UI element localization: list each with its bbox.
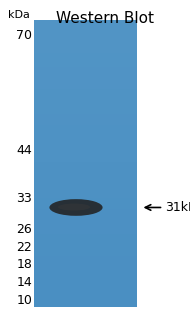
Bar — [34, 20, 137, 23]
Bar — [34, 274, 137, 278]
Bar — [34, 81, 137, 85]
Bar — [34, 227, 137, 231]
Bar — [34, 23, 137, 27]
Bar — [34, 248, 137, 252]
Bar — [34, 49, 137, 53]
Bar — [34, 168, 137, 172]
Bar — [34, 245, 137, 249]
Bar — [34, 219, 137, 223]
Bar — [34, 89, 137, 92]
Bar — [34, 31, 137, 34]
Bar — [34, 78, 137, 82]
Bar — [34, 230, 137, 234]
Text: Western Blot: Western Blot — [55, 11, 154, 26]
Bar — [34, 270, 137, 274]
Bar — [34, 256, 137, 260]
Text: 44: 44 — [17, 144, 32, 157]
Bar — [34, 121, 137, 125]
Bar — [34, 187, 137, 191]
Text: 22: 22 — [17, 241, 32, 254]
Bar — [34, 205, 137, 209]
Text: kDa: kDa — [8, 11, 29, 20]
Bar — [34, 132, 137, 136]
Bar — [34, 161, 137, 165]
Bar — [34, 190, 137, 194]
Bar — [34, 41, 137, 45]
Bar — [34, 147, 137, 150]
Bar — [34, 52, 137, 56]
Bar — [34, 99, 137, 104]
Bar — [34, 114, 137, 118]
Bar — [34, 96, 137, 100]
Bar — [34, 263, 137, 267]
Bar — [34, 285, 137, 289]
Bar — [34, 27, 137, 31]
Text: 70: 70 — [16, 29, 32, 42]
Bar — [34, 176, 137, 180]
Bar — [34, 216, 137, 220]
Bar — [34, 201, 137, 205]
Bar — [34, 223, 137, 227]
Bar — [34, 63, 137, 67]
Ellipse shape — [49, 199, 103, 216]
Bar — [34, 259, 137, 263]
Bar — [34, 183, 137, 187]
Bar — [34, 212, 137, 216]
Bar — [34, 45, 137, 49]
Bar — [34, 20, 137, 307]
Bar — [34, 277, 137, 281]
Bar — [34, 180, 137, 183]
Bar — [34, 172, 137, 176]
Bar — [34, 139, 137, 143]
Bar — [34, 74, 137, 78]
Text: 33: 33 — [17, 192, 32, 205]
Bar — [34, 292, 137, 296]
Bar — [34, 125, 137, 129]
Bar — [34, 143, 137, 147]
Bar — [34, 234, 137, 238]
Bar — [34, 154, 137, 158]
Bar — [34, 303, 137, 307]
Bar — [34, 34, 137, 38]
Text: 31kDa: 31kDa — [165, 201, 190, 214]
Bar — [34, 299, 137, 303]
Bar — [34, 267, 137, 270]
Text: 14: 14 — [17, 276, 32, 289]
Bar — [34, 56, 137, 60]
Text: 10: 10 — [16, 294, 32, 307]
Bar — [34, 118, 137, 121]
Bar — [34, 107, 137, 111]
Bar — [34, 60, 137, 63]
Bar — [34, 198, 137, 201]
Bar — [34, 70, 137, 74]
Bar — [34, 241, 137, 245]
Bar — [34, 165, 137, 169]
Bar — [34, 103, 137, 107]
Text: 18: 18 — [16, 258, 32, 271]
Bar — [34, 129, 137, 133]
Bar — [34, 281, 137, 285]
Bar — [34, 85, 137, 89]
Bar — [34, 67, 137, 71]
Bar — [34, 158, 137, 162]
Text: 26: 26 — [17, 223, 32, 236]
Bar — [34, 209, 137, 212]
Ellipse shape — [58, 204, 90, 210]
Bar — [34, 252, 137, 256]
Bar — [34, 92, 137, 96]
Bar — [34, 110, 137, 114]
Bar — [34, 194, 137, 198]
Bar — [34, 150, 137, 154]
Bar — [34, 136, 137, 140]
Bar — [34, 288, 137, 292]
Bar — [34, 296, 137, 299]
Bar — [34, 238, 137, 241]
Bar — [34, 38, 137, 42]
